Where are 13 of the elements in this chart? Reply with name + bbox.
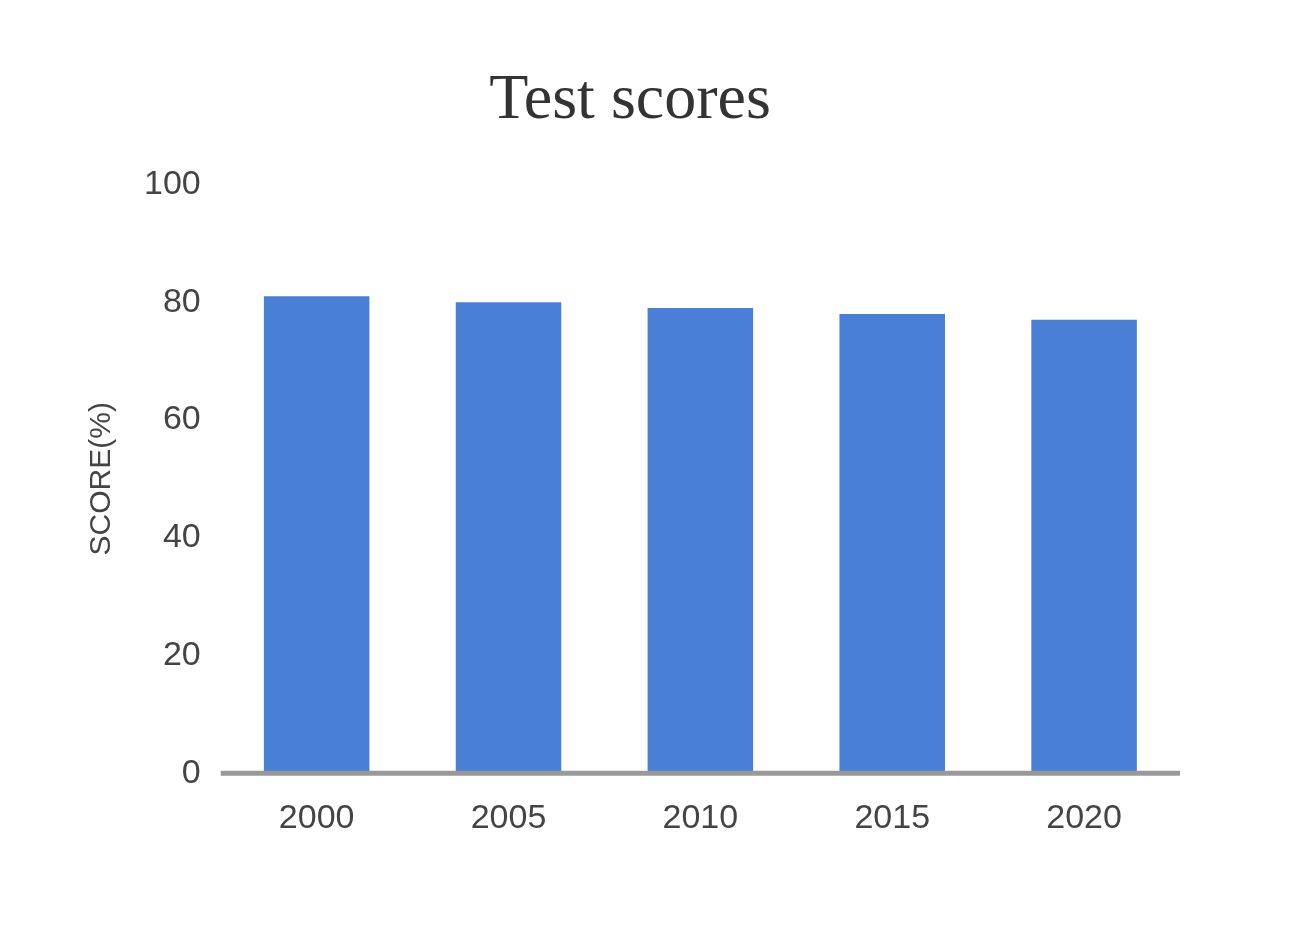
y-axis-title: SCORE(%) (83, 402, 117, 556)
y-tick-label: 60 (162, 398, 201, 437)
y-tick-label: 20 (162, 633, 201, 672)
y-tick-label: 100 (143, 162, 201, 201)
x-tick-label: 2015 (854, 796, 931, 835)
x-tick-label: 2020 (1046, 796, 1122, 835)
x-tick-label: 2010 (662, 796, 739, 835)
y-tick-label: 80 (162, 280, 201, 319)
y-tick-label: 40 (162, 516, 201, 555)
y-tick-label: 0 (181, 751, 201, 790)
x-tick-label: 2005 (470, 796, 547, 835)
chart-title: Test scores (488, 60, 772, 134)
x-tick-label: 2000 (278, 796, 355, 835)
